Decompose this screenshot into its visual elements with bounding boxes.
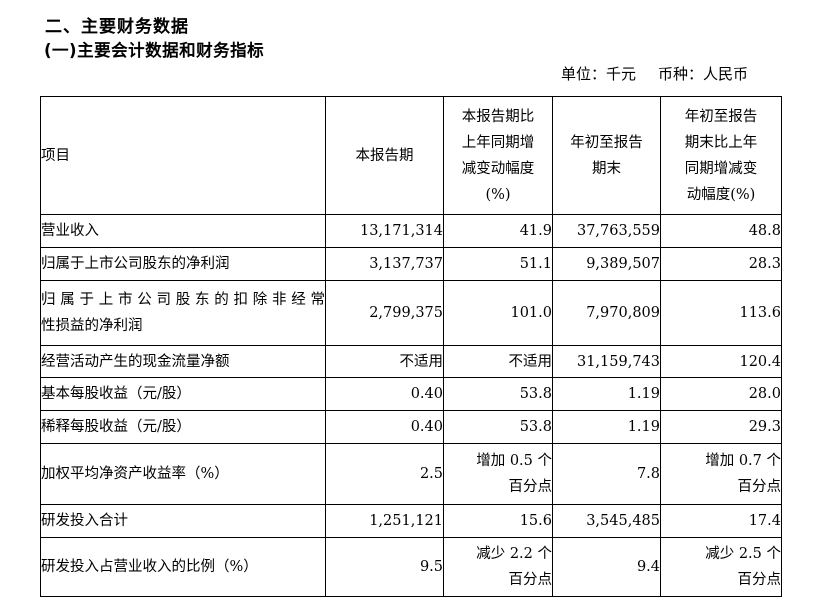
financial-indicators-table: 项目 本报告期 本报告期比 上年同期增 减变动幅度 (%) 年初至报告 期末 年初至报告…	[40, 96, 782, 597]
ytd-yoy-cell: 28.0	[660, 377, 782, 411]
table-row: 研发投入占营业收入的比例（%） 9.5 减少 2.2 个百分点 9.4 减少 2…	[40, 537, 782, 597]
section-title: 二、主要财务数据	[45, 17, 189, 37]
ytd-yoy-cell: 48.8	[660, 214, 782, 248]
ytd-yoy-cell: 减少 2.5 个百分点	[660, 537, 782, 597]
ytd-yoy-cell: 增加 0.7 个百分点	[660, 443, 782, 505]
header-ytd-yoy: 年初至报告 期末比上年 同期增减变 动幅度(%)	[660, 96, 782, 215]
table-row: 研发投入合计 1,251,121 15.6 3,545,485 17.4	[40, 504, 782, 538]
ytd-yoy-cell: 28.3	[660, 247, 782, 281]
ytd-cell: 31,159,743	[552, 345, 661, 378]
item-cell: 加权平均净资产收益率（%）	[40, 443, 326, 505]
current-period-cell: 1,251,121	[325, 504, 444, 538]
current-yoy-cell: 51.1	[443, 247, 553, 281]
current-period-cell: 3,137,737	[325, 247, 444, 281]
current-yoy-cell: 15.6	[443, 504, 553, 538]
current-yoy-cell: 减少 2.2 个百分点	[443, 537, 553, 597]
ytd-cell: 1.19	[552, 377, 661, 411]
current-yoy-cell: 101.0	[443, 280, 553, 346]
ytd-cell: 9.4	[552, 537, 661, 597]
currency-label: 币种：人民币	[657, 65, 748, 83]
current-period-cell: 9.5	[325, 537, 444, 597]
table-row: 基本每股收益（元/股） 0.40 53.8 1.19 28.0	[40, 377, 782, 411]
item-cell: 基本每股收益（元/股）	[40, 377, 326, 411]
table-row: 营业收入 13,171,314 41.9 37,763,559 48.8	[40, 214, 782, 248]
ytd-cell: 7,970,809	[552, 280, 661, 346]
current-period-cell: 2.5	[325, 443, 444, 505]
header-current-yoy: 本报告期比 上年同期增 减变动幅度 (%)	[443, 96, 553, 215]
ytd-yoy-cell: 113.6	[660, 280, 782, 346]
item-cell: 研发投入合计	[40, 504, 326, 538]
current-period-cell: 13,171,314	[325, 214, 444, 248]
item-cell: 归属于上市公司股东的扣除非经常 性损益的净利润	[40, 280, 326, 346]
current-yoy-cell: 增加 0.5 个百分点	[443, 443, 553, 505]
current-period-cell: 不适用	[325, 345, 444, 378]
header-current-period: 本报告期	[325, 96, 444, 215]
item-cell: 归属于上市公司股东的净利润	[40, 247, 326, 281]
table-row: 归属于上市公司股东的扣除非经常 性损益的净利润 2,799,375 101.0 7…	[40, 280, 782, 346]
item-cell: 经营活动产生的现金流量净额	[40, 345, 326, 378]
table-row: 归属于上市公司股东的净利润 3,137,737 51.1 9,389,507 2…	[40, 247, 782, 281]
current-period-cell: 2,799,375	[325, 280, 444, 346]
ytd-cell: 37,763,559	[552, 214, 661, 248]
ytd-cell: 7.8	[552, 443, 661, 505]
unit-currency-line: 单位：千元 币种：人民币	[40, 63, 781, 85]
ytd-yoy-cell: 17.4	[660, 504, 782, 538]
ytd-cell: 1.19	[552, 410, 661, 444]
table-row: 稀释每股收益（元/股） 0.40 53.8 1.19 29.3	[40, 410, 782, 444]
subsection-title: (一)主要会计数据和财务指标	[44, 41, 265, 60]
header-item: 项目	[40, 96, 326, 215]
header-ytd: 年初至报告 期末	[552, 96, 661, 215]
item-cell: 研发投入占营业收入的比例（%）	[40, 537, 326, 597]
table-row: 经营活动产生的现金流量净额 不适用 不适用 31,159,743 120.4	[40, 345, 782, 378]
current-yoy-cell: 53.8	[443, 377, 553, 411]
item-cell: 营业收入	[40, 214, 326, 248]
ytd-yoy-cell: 120.4	[660, 345, 782, 378]
ytd-yoy-cell: 29.3	[660, 410, 782, 444]
ytd-cell: 3,545,485	[552, 504, 661, 538]
current-yoy-cell: 不适用	[443, 345, 553, 378]
current-period-cell: 0.40	[325, 410, 444, 444]
current-yoy-cell: 41.9	[443, 214, 553, 248]
current-yoy-cell: 53.8	[443, 410, 553, 444]
table-row: 加权平均净资产收益率（%） 2.5 增加 0.5 个百分点 7.8 增加 0.7…	[40, 443, 782, 505]
unit-label: 单位：千元	[560, 65, 636, 83]
ytd-cell: 9,389,507	[552, 247, 661, 281]
item-cell: 稀释每股收益（元/股）	[40, 410, 326, 444]
current-period-cell: 0.40	[325, 377, 444, 411]
table-header-row: 项目 本报告期 本报告期比 上年同期增 减变动幅度 (%) 年初至报告 期末 年初至报告…	[40, 96, 782, 215]
